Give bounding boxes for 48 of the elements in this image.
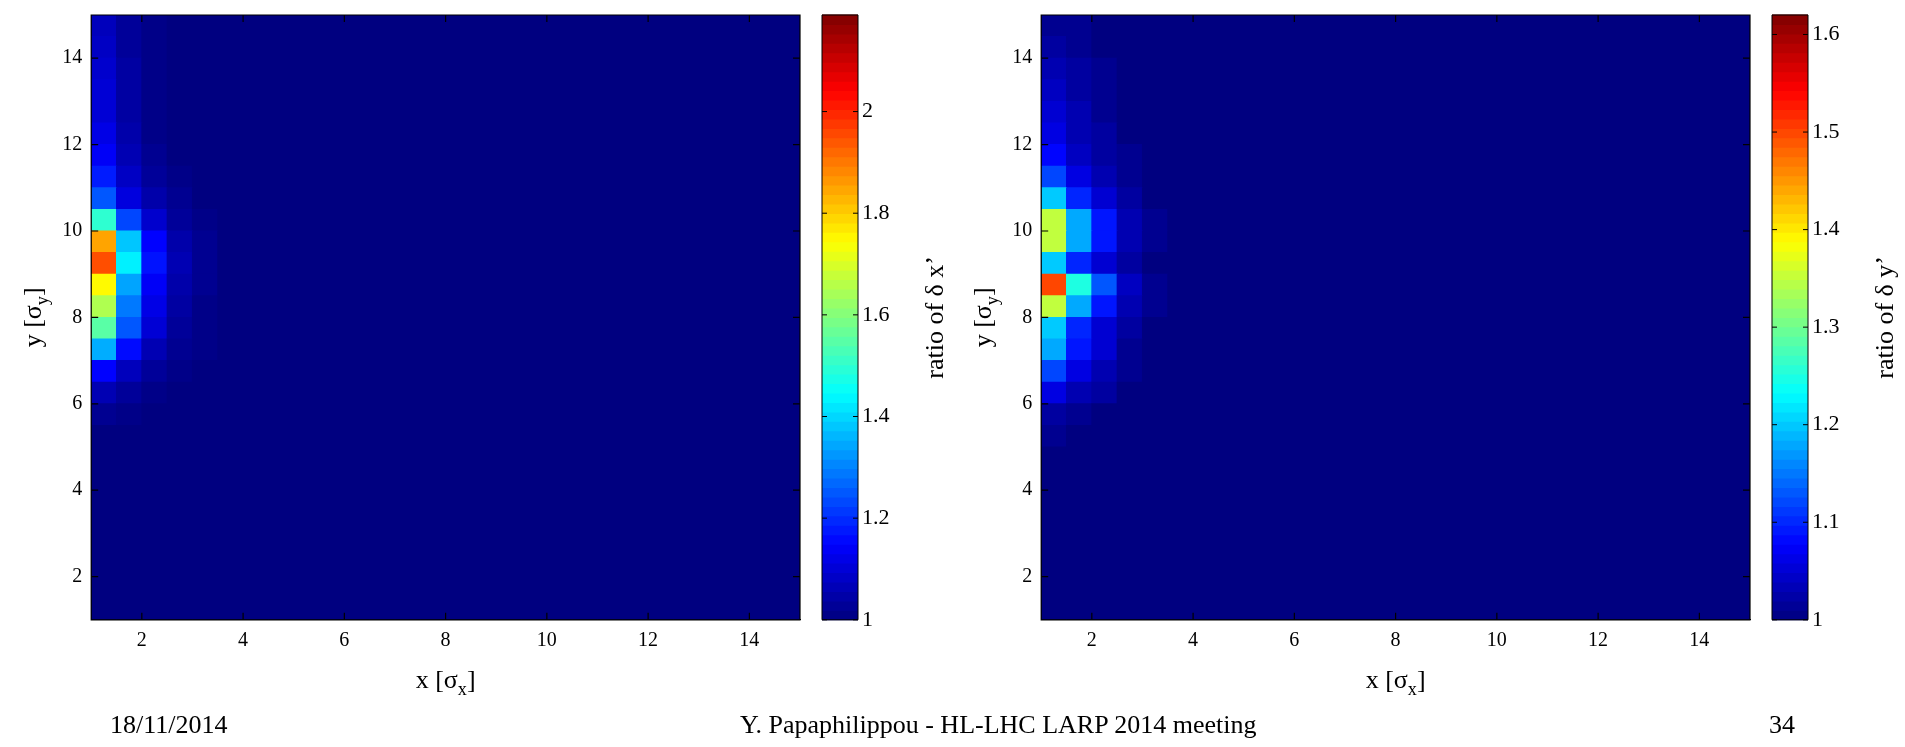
x-tick-label: 6 [1289, 628, 1300, 651]
y-tick-label: 4 [72, 477, 83, 500]
x-tick-label: 4 [1188, 628, 1199, 651]
color-bar-label: 1.4 [862, 402, 890, 428]
color-bar-label: 1.6 [862, 300, 890, 326]
y-tick-label: 8 [72, 304, 83, 327]
color-bar-title: ratio of δ x’ [919, 256, 949, 379]
color-bar-label: 1 [1812, 605, 1823, 631]
color-bar-label: 2 [862, 97, 873, 123]
x-tick-label: 14 [739, 628, 760, 651]
color-bar-label: 1.2 [1812, 410, 1840, 436]
x-tick-label: 8 [1390, 628, 1401, 651]
color-bar-label: 1 [862, 605, 873, 631]
color-bar-label: 1.6 [1812, 20, 1840, 46]
text: 34 [1769, 710, 1795, 740]
y-tick-label: 12 [62, 131, 83, 154]
y-tick-label: 8 [1022, 304, 1033, 327]
text: 18/11/2014 [110, 710, 228, 740]
y-tick-label: 2 [72, 563, 83, 586]
y-tick-label: 6 [72, 391, 83, 414]
x-tick-label: 2 [136, 628, 147, 651]
text: Y. Papaphilippou - HL-LHC LARP 2014 meeting [740, 710, 1257, 740]
x-tick-label: 8 [440, 628, 451, 651]
y-tick-label: 6 [1022, 391, 1033, 414]
x-tick-label: 10 [536, 628, 557, 651]
y-tick-label: 12 [1012, 131, 1033, 154]
y-axis-title: y [σy] [967, 287, 1002, 348]
y-tick-label: 10 [62, 218, 83, 241]
x-tick-label: 6 [339, 628, 350, 651]
x-tick-label: 2 [1086, 628, 1097, 651]
x-tick-label: 10 [1486, 628, 1507, 651]
y-tick-label: 4 [1022, 477, 1033, 500]
y-tick-label: 14 [62, 45, 83, 68]
y-tick-label: 14 [1012, 45, 1033, 68]
color-bar-label: 1.4 [1812, 215, 1840, 241]
x-tick-label: 4 [238, 628, 249, 651]
x-tick-label: 12 [638, 628, 659, 651]
x-tick-label: 14 [1689, 628, 1710, 651]
y-tick-label: 2 [1022, 563, 1033, 586]
x-tick-label: 12 [1588, 628, 1609, 651]
color-bar-label: 1.3 [1812, 312, 1840, 338]
color-bar-title: ratio of δ y’ [1869, 256, 1899, 379]
color-bar-label: 1.2 [862, 503, 890, 529]
color-bar-label: 1.8 [862, 198, 890, 224]
color-bar-label: 1.5 [1812, 117, 1840, 143]
y-axis-title: y [σy] [17, 287, 52, 348]
y-tick-label: 10 [1012, 218, 1033, 241]
color-bar-label: 1.1 [1812, 508, 1840, 534]
